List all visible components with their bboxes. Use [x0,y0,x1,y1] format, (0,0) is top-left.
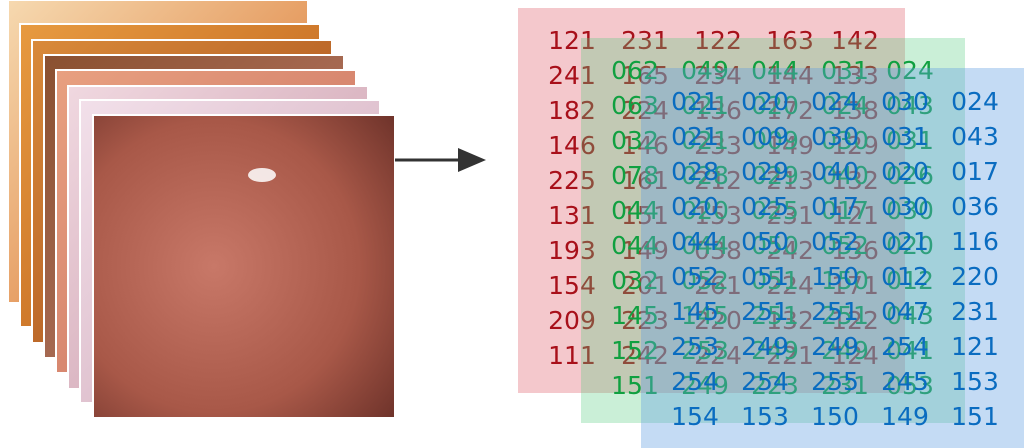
blue-value: 017 [951,157,999,186]
blue-value: 150 [811,402,859,431]
blue-value: 153 [741,402,789,431]
blue-value: 030 [881,87,929,116]
blue-value: 249 [741,332,789,361]
blue-value: 025 [741,192,789,221]
blue-value: 145 [671,297,719,326]
blue-value: 251 [811,297,859,326]
blue-value: 036 [951,192,999,221]
blue-value: 017 [811,192,859,221]
blue-value: 253 [671,332,719,361]
blue-value: 047 [881,297,929,326]
blue-value: 255 [811,367,859,396]
highlight [248,168,276,182]
blue-value: 153 [951,367,999,396]
blue-value: 220 [951,262,999,291]
blue-value: 020 [671,192,719,221]
blue-value: 043 [951,122,999,151]
channel-layers: 1212311221631422411652341441331822241361… [518,8,1024,448]
blue-value: 052 [811,227,859,256]
blue-value: 050 [741,227,789,256]
blue-value: 150 [811,262,859,291]
blue-value: 154 [671,402,719,431]
blue-value: 051 [741,262,789,291]
blue-value: 012 [881,262,929,291]
blue-value: 254 [671,367,719,396]
blue-value: 021 [881,227,929,256]
image-frame-front [93,115,395,418]
blue-value: 009 [741,122,789,151]
blue-value: 116 [951,227,999,256]
blue-value: 040 [811,157,859,186]
blue-value: 149 [881,402,929,431]
blue-value: 020 [881,157,929,186]
blue-value: 245 [881,367,929,396]
blue-value: 028 [671,157,719,186]
blue-value: 231 [951,297,999,326]
blue-value: 251 [741,297,789,326]
blue-value: 151 [951,402,999,431]
arrow [395,148,486,172]
blue-value: 121 [951,332,999,361]
blue-value: 044 [671,227,719,256]
image-stack [8,0,395,418]
blue-value: 249 [811,332,859,361]
blue-value: 029 [741,157,789,186]
blue-value: 254 [741,367,789,396]
blue-value: 021 [671,122,719,151]
blue-value: 024 [811,87,859,116]
blue-value: 052 [671,262,719,291]
blue-value: 021 [671,87,719,116]
diagram: 1212311221631422411652341441331822241361… [0,0,1024,448]
blue-value: 030 [811,122,859,151]
blue-value: 020 [741,87,789,116]
arrow-head [458,148,486,172]
blue-value: 024 [951,87,999,116]
blue-value: 254 [881,332,929,361]
blue-value: 031 [881,122,929,151]
blue-value: 030 [881,192,929,221]
